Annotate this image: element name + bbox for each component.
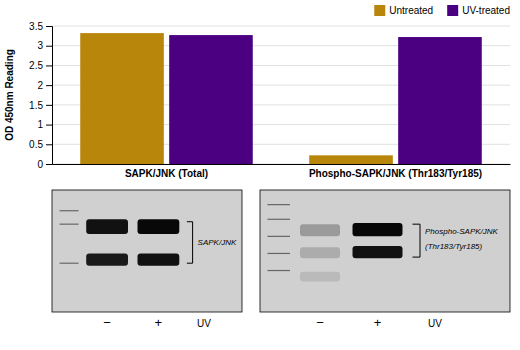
tick: 1.5	[29, 100, 52, 111]
tick-mark	[46, 105, 52, 106]
bars	[80, 33, 482, 164]
ladder-line	[268, 270, 291, 271]
blot-panel: SAPK/JNK − + UV	[52, 190, 242, 330]
legend-swatch	[447, 5, 458, 16]
grid-line	[52, 26, 510, 27]
ladder-line	[268, 219, 291, 220]
tick: Phospho-SAPK/JNK (Thr183/Tyr185)	[309, 164, 482, 179]
tick-mark	[46, 65, 52, 66]
ladder-line	[60, 224, 79, 225]
tick: 0	[37, 159, 52, 170]
tick-label: 1.5	[29, 100, 43, 111]
legend-label: UV-treated	[462, 5, 510, 16]
tick-mark	[46, 85, 52, 86]
tick-label: 0.5	[29, 139, 43, 150]
bracket	[187, 222, 193, 263]
tick-label: SAPK/JNK (Total)	[125, 168, 208, 179]
blot-band	[138, 253, 180, 265]
legend-label: Untreated	[389, 5, 433, 16]
annotation: (Thr183/Tyr185)	[425, 242, 483, 251]
annotation: +	[374, 315, 382, 330]
chart: 0 0.5 1 1.5 2 2.5 3 3.5 SAPK/JNK (Total) Phospho-…	[0, 0, 520, 350]
tick-label: 2.5	[29, 60, 43, 71]
bar	[80, 33, 164, 164]
tick-label: 0	[37, 159, 43, 170]
blot-panel: Phospho-SAPK/JNK (Thr183/Tyr185) − + UV	[260, 190, 510, 330]
blot-band	[300, 272, 340, 282]
blot-background	[52, 190, 242, 312]
axis-line	[46, 27, 53, 165]
annotation: +	[155, 315, 163, 330]
blot-band	[353, 223, 403, 236]
tick: 2.5	[29, 60, 52, 71]
tick-label: 2	[37, 80, 43, 91]
legend-item: UV-treated	[447, 5, 510, 16]
blot-band	[86, 219, 128, 234]
tick-mark	[46, 144, 52, 145]
y-axis-title: OD 450nm Reading	[4, 49, 15, 141]
ladder-line	[268, 253, 291, 254]
tick: 3	[37, 40, 52, 51]
tick-mark	[46, 125, 52, 126]
x-axis: SAPK/JNK (Total) Phospho-SAPK/JNK (Thr183…	[53, 164, 511, 179]
ladder-line	[268, 204, 291, 205]
tick: 2	[37, 80, 52, 91]
legend: Untreated UV-treated	[374, 5, 510, 16]
tick: SAPK/JNK (Total)	[125, 164, 208, 179]
blot-band	[353, 246, 403, 258]
blot-background	[260, 190, 510, 312]
bracket	[413, 224, 421, 257]
tick-mark	[46, 46, 52, 47]
ladder-line	[60, 263, 79, 264]
tick-label: Phospho-SAPK/JNK (Thr183/Tyr185)	[309, 168, 482, 179]
blot-band	[138, 219, 180, 234]
bar	[398, 37, 482, 164]
annotation: SAPK/JNK	[198, 238, 237, 247]
tick-mark	[46, 164, 52, 165]
tick: 1	[37, 119, 52, 130]
ladder-line	[60, 210, 79, 211]
tick-label: 3	[37, 40, 43, 51]
annotation: −	[316, 315, 324, 330]
axis-line	[53, 164, 511, 165]
grid	[52, 26, 510, 164]
legend-item: Untreated	[374, 5, 433, 16]
tick-label: 3.5	[29, 21, 43, 32]
annotation: Phospho-SAPK/JNK	[425, 227, 499, 236]
annotation: UV	[197, 318, 211, 329]
bar	[309, 155, 393, 164]
blot-band	[86, 253, 128, 265]
ladder-line	[268, 236, 291, 237]
tick: 3.5	[29, 21, 52, 32]
blot-band	[300, 224, 340, 236]
legend-swatch	[374, 5, 385, 16]
tick: 0.5	[29, 139, 52, 150]
bar	[169, 35, 253, 164]
tick-label: 1	[37, 119, 43, 130]
annotation: UV	[428, 318, 442, 329]
blot-band	[300, 247, 340, 258]
annotation: −	[103, 315, 111, 330]
y-axis: 0 0.5 1 1.5 2 2.5 3 3.5	[29, 21, 52, 170]
tick-mark	[46, 26, 52, 27]
